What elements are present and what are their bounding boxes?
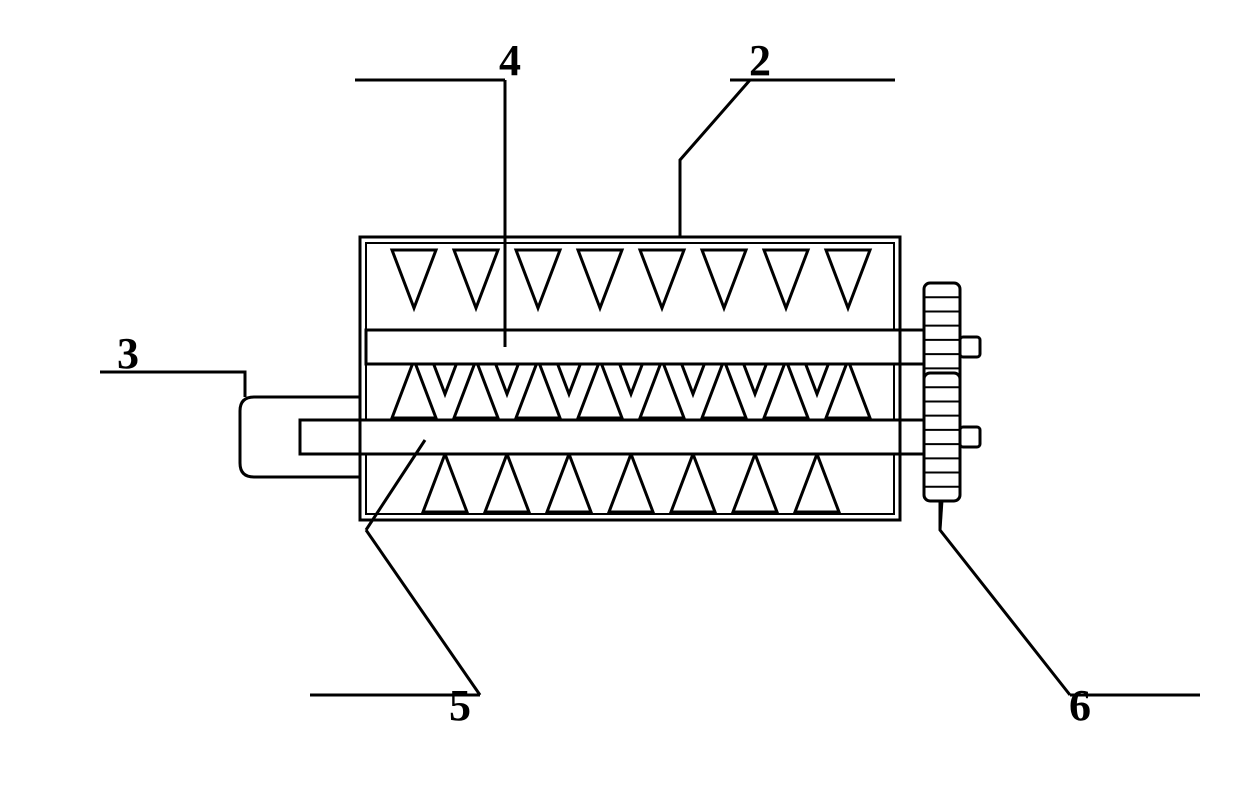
- tooth: [516, 250, 560, 308]
- tooth: [764, 250, 808, 308]
- tooth: [423, 454, 467, 512]
- tooth: [733, 454, 777, 512]
- tooth: [609, 454, 653, 512]
- tooth: [826, 250, 870, 308]
- label-text-5: 5: [449, 681, 471, 730]
- housing-outer: [360, 237, 900, 520]
- tooth: [578, 250, 622, 308]
- label-text-2: 2: [749, 36, 771, 85]
- label-text-6: 6: [1069, 681, 1091, 730]
- label-text-3: 3: [117, 329, 139, 378]
- tooth: [702, 360, 746, 418]
- tooth: [578, 360, 622, 418]
- tooth: [485, 454, 529, 512]
- tooth: [640, 360, 684, 418]
- housing-inner: [366, 243, 894, 514]
- lower-shaft: [300, 420, 960, 454]
- gear-lower: [924, 373, 980, 501]
- label-text-4: 4: [499, 36, 521, 85]
- diagram-svg: 2 4 3 5 6: [0, 0, 1240, 786]
- label-3: 3: [100, 329, 245, 397]
- upper-shaft: [366, 330, 960, 364]
- label-6: 6: [940, 500, 1200, 730]
- teeth-row: [392, 250, 870, 308]
- motor-body: [240, 397, 308, 477]
- tooth: [795, 454, 839, 512]
- tooth: [454, 360, 498, 418]
- teeth-row: [392, 360, 870, 418]
- label-4: 4: [355, 36, 521, 347]
- tooth: [392, 360, 436, 418]
- teeth-row: [423, 454, 839, 512]
- tooth: [392, 250, 436, 308]
- tooth: [640, 250, 684, 308]
- tooth: [702, 250, 746, 308]
- tooth: [764, 360, 808, 418]
- tooth: [454, 250, 498, 308]
- tooth: [671, 454, 715, 512]
- tooth: [516, 360, 560, 418]
- label-2: 2: [680, 36, 895, 237]
- tooth: [826, 360, 870, 418]
- tooth: [547, 454, 591, 512]
- label-5: 5: [310, 440, 480, 730]
